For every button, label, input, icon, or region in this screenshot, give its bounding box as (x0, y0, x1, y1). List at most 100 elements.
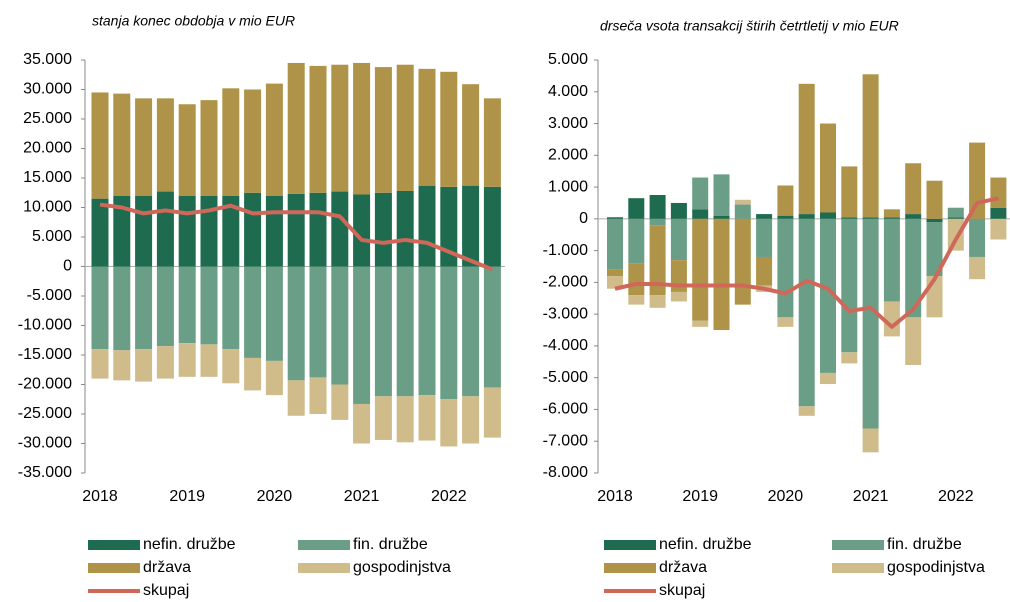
bar-segment (309, 377, 327, 414)
bar-segment (692, 209, 709, 219)
y-tick-label: -1.000 (543, 242, 588, 259)
bar-segment (926, 180, 943, 219)
bar-segment (483, 186, 501, 267)
x-tick-label: 2018 (82, 488, 118, 505)
bar-segment (178, 266, 196, 344)
bar-segment (418, 395, 436, 441)
bar-segment (244, 357, 262, 391)
y-tick-label: -5.000 (543, 369, 588, 386)
bar-segment (905, 163, 922, 215)
bar-segment (374, 396, 392, 440)
bar-segment (440, 186, 458, 267)
x-tick-label: 2020 (257, 488, 293, 505)
legend-label: država (659, 559, 707, 576)
bar-segment (649, 195, 666, 219)
bar-segment (265, 360, 283, 396)
y-tick-label: -2.000 (543, 274, 588, 291)
x-tick-label: 2019 (682, 488, 718, 505)
bar-segment (841, 218, 858, 353)
bar-segment (798, 218, 815, 407)
y-tick-label: 25.000 (23, 110, 72, 127)
bar-segment (462, 185, 480, 267)
y-tick-label: -10.000 (18, 317, 72, 334)
bar-segment (713, 218, 730, 331)
chart-subtitle: drseča vsota transakcij štirih četrtleti… (600, 18, 899, 34)
y-tick-label: 30.000 (23, 81, 72, 98)
bar-segment (926, 222, 943, 277)
bar-segment (244, 192, 262, 267)
y-tick-label: 10.000 (23, 199, 72, 216)
y-tick-label: -30.000 (18, 435, 72, 452)
bar-segment (734, 204, 751, 219)
legend-swatch (604, 540, 656, 550)
bar-segment (905, 214, 922, 219)
bar-segment (969, 218, 986, 257)
bar-segment (883, 218, 900, 302)
total-line (614, 196, 999, 329)
bar-segment (440, 266, 458, 400)
bar-segment (396, 190, 414, 267)
bar-segment (396, 266, 414, 397)
legend-swatch (832, 563, 884, 573)
bar-segment (820, 218, 836, 373)
bar-segment (947, 217, 964, 219)
bar-segment (222, 88, 240, 196)
y-tick-label: 15.000 (23, 169, 72, 186)
bar-segment (156, 266, 174, 347)
bar-segment (628, 295, 645, 305)
bar-segment (670, 291, 687, 302)
bar-segment (483, 387, 501, 438)
bar-segment (756, 214, 773, 219)
bar-segment (483, 98, 501, 187)
y-tick-label: -8.000 (543, 464, 588, 481)
bar-segment (418, 185, 436, 267)
bar-segment (990, 218, 1007, 240)
bar-segment (947, 207, 964, 218)
bar-segment (649, 225, 666, 296)
bar-segment (841, 352, 858, 364)
y-tick-label: -15.000 (18, 346, 72, 363)
bar-segment (628, 198, 645, 219)
bar-segment (905, 218, 922, 318)
bar-segment (628, 218, 645, 264)
bar-segment (862, 217, 879, 219)
bar-segment (862, 218, 879, 429)
bar-segment (990, 207, 1007, 219)
bar-segment (222, 195, 240, 267)
legend-swatch (298, 563, 350, 573)
legend-label: skupaj (659, 582, 705, 599)
x-tick-label: 2019 (169, 488, 205, 505)
bar-segment (607, 269, 623, 277)
bar-segment (756, 218, 773, 257)
bar-segment (309, 266, 327, 378)
bar-segment (353, 194, 371, 267)
bar-segment (670, 218, 687, 261)
x-tick-label: 2022 (431, 488, 467, 505)
y-tick-label: 35.000 (23, 51, 72, 68)
bar-segment (905, 317, 922, 365)
bar-segment (798, 83, 815, 215)
bar-segment (353, 403, 371, 444)
bar-segment (418, 266, 436, 396)
bar-segment (462, 84, 480, 186)
bar-segment (222, 349, 240, 384)
bar-segment (374, 266, 392, 397)
bar-segment (331, 191, 349, 267)
bar-segment (798, 214, 815, 219)
bar-segment (265, 266, 283, 361)
bar-segment (777, 317, 794, 327)
y-tick-label: -5.000 (27, 287, 72, 304)
bar-segment (135, 98, 153, 196)
bar-segment (462, 396, 480, 444)
bar-segment (91, 92, 109, 199)
y-tick-label: 4.000 (548, 83, 588, 100)
bar-segment (287, 193, 305, 267)
bar-segment (649, 295, 666, 308)
bar-segment (713, 174, 730, 216)
chart-subtitle: stanja konec obdobja v mio EUR (92, 13, 295, 29)
bar-segment (265, 83, 283, 196)
y-tick-label: 0 (63, 258, 72, 275)
bar-segment (841, 166, 858, 218)
bar-segment (113, 195, 131, 267)
y-tick-label: -6.000 (543, 401, 588, 418)
